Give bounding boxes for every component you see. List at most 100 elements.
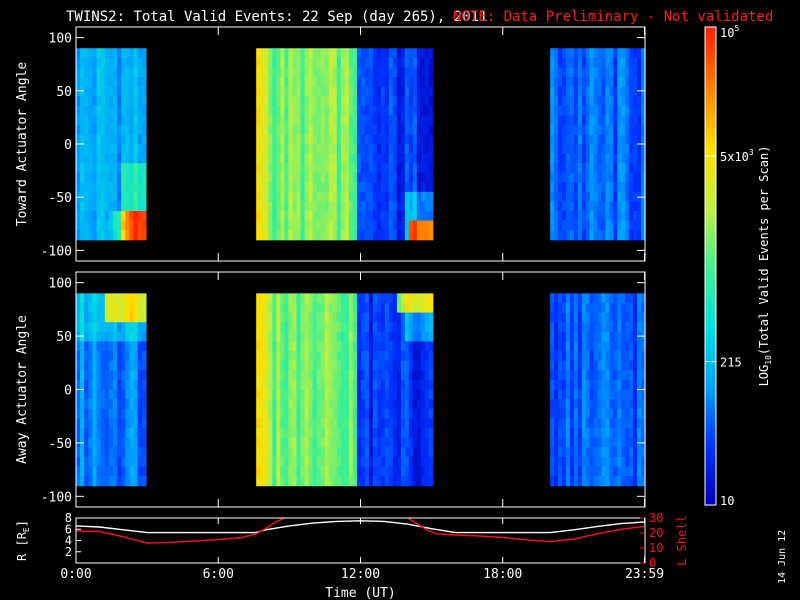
heatmap-cell — [108, 351, 114, 362]
heatmap-cell — [364, 57, 370, 69]
heatmap-cell — [550, 456, 555, 468]
heatmap-cell — [320, 408, 326, 419]
heatmap-cell — [372, 115, 378, 126]
heatmap-cell — [368, 201, 374, 212]
heatmap-cell — [360, 389, 366, 400]
heatmap-cell — [565, 466, 571, 477]
heatmap-cell — [84, 201, 89, 212]
heatmap-cell — [88, 230, 94, 241]
heatmap-cell — [633, 360, 638, 371]
heatmap-cell — [416, 360, 422, 371]
heatmap-cell — [264, 230, 269, 241]
heatmap-cell — [288, 370, 294, 381]
heatmap-cell — [372, 220, 378, 231]
heatmap-cell — [280, 360, 285, 371]
heatmap-cell — [324, 211, 330, 222]
heatmap-cell — [84, 427, 89, 439]
heatmap-cell — [276, 67, 281, 78]
heatmap-cell — [633, 163, 638, 174]
heatmap-cell — [117, 124, 122, 136]
heatmap-cell — [392, 379, 398, 391]
heatmap-cell — [404, 134, 410, 145]
heatmap-cell — [352, 427, 358, 439]
heatmap-cell — [284, 105, 290, 116]
heatmap-cell — [609, 302, 614, 314]
heatmap-cell — [360, 211, 366, 222]
colorbar-cell — [705, 134, 716, 140]
heatmap-cell — [308, 211, 314, 222]
heatmap-cell — [597, 172, 603, 183]
right-y-tick-label: 0 — [649, 556, 656, 570]
colorbar-cell — [705, 293, 716, 299]
heatmap-cell — [80, 370, 85, 381]
heatmap-cell — [558, 48, 563, 59]
heatmap-cell — [316, 48, 322, 59]
heatmap-cell — [308, 134, 314, 145]
heatmap-cell — [593, 466, 599, 477]
heatmap-cell — [637, 96, 642, 107]
heatmap-cell — [404, 437, 410, 448]
heatmap-cell — [356, 408, 362, 419]
heatmap-cell — [637, 163, 642, 174]
heatmap-cell — [388, 48, 394, 59]
heatmap-cell — [577, 456, 583, 468]
heatmap-cell — [384, 466, 390, 477]
heatmap-cell — [613, 163, 618, 174]
heatmap-cell — [625, 456, 630, 468]
heatmap-cell — [76, 389, 81, 400]
heatmap-cell — [388, 220, 394, 231]
heatmap-cell — [577, 418, 583, 429]
heatmap-cell — [80, 466, 85, 477]
heatmap-cell — [637, 379, 642, 391]
heatmap-cell — [288, 447, 294, 458]
heatmap-cell — [633, 408, 638, 419]
colorbar-cell — [705, 258, 716, 263]
heatmap-cell — [621, 134, 626, 145]
heatmap-cell — [368, 427, 374, 439]
heatmap-cell — [348, 163, 354, 174]
heatmap-cell — [593, 96, 599, 107]
heatmap-cell — [392, 48, 398, 59]
heatmap-cell — [593, 67, 599, 78]
heatmap-cell — [380, 57, 386, 69]
heatmap-cell — [121, 331, 126, 343]
heatmap-cell — [372, 379, 378, 391]
heatmap-cell — [344, 437, 350, 448]
heatmap-cell — [581, 182, 587, 193]
heatmap-cell — [125, 427, 131, 439]
heatmap-cell — [288, 456, 294, 468]
heatmap-cell — [581, 466, 587, 477]
heatmap-cell — [300, 67, 306, 78]
heatmap-cell — [76, 312, 81, 323]
heatmap-cell — [352, 408, 358, 419]
heatmap-cell — [76, 476, 81, 487]
heatmap-cell — [332, 466, 338, 477]
heatmap-cell — [384, 408, 390, 419]
heatmap-cell — [256, 447, 261, 458]
heatmap-cell — [129, 134, 135, 145]
heatmap-cell — [400, 153, 406, 164]
heatmap-cell — [372, 182, 378, 193]
heatmap-cell — [336, 144, 342, 155]
heatmap-cell — [268, 437, 273, 448]
heatmap-cell — [316, 427, 322, 439]
heatmap-cell — [577, 48, 583, 59]
heatmap-cell — [308, 437, 314, 448]
heatmap-cell — [100, 67, 106, 78]
heatmap-cell — [585, 360, 591, 371]
heatmap-cell — [336, 466, 342, 477]
heatmap-cell — [137, 293, 143, 304]
heatmap-cell — [621, 230, 626, 241]
heatmap-cell — [404, 370, 410, 381]
heatmap-cell — [260, 418, 265, 429]
heatmap-cell — [92, 57, 98, 69]
heatmap-cell — [565, 399, 571, 410]
heatmap-cell — [113, 153, 118, 164]
heatmap-cell — [288, 399, 294, 410]
heatmap-cell — [256, 293, 261, 304]
heatmap-cell — [396, 418, 402, 429]
heatmap-cell — [96, 341, 102, 352]
heatmap-cell — [80, 293, 85, 304]
heatmap-cell — [554, 418, 559, 429]
heatmap-cell — [388, 76, 394, 88]
